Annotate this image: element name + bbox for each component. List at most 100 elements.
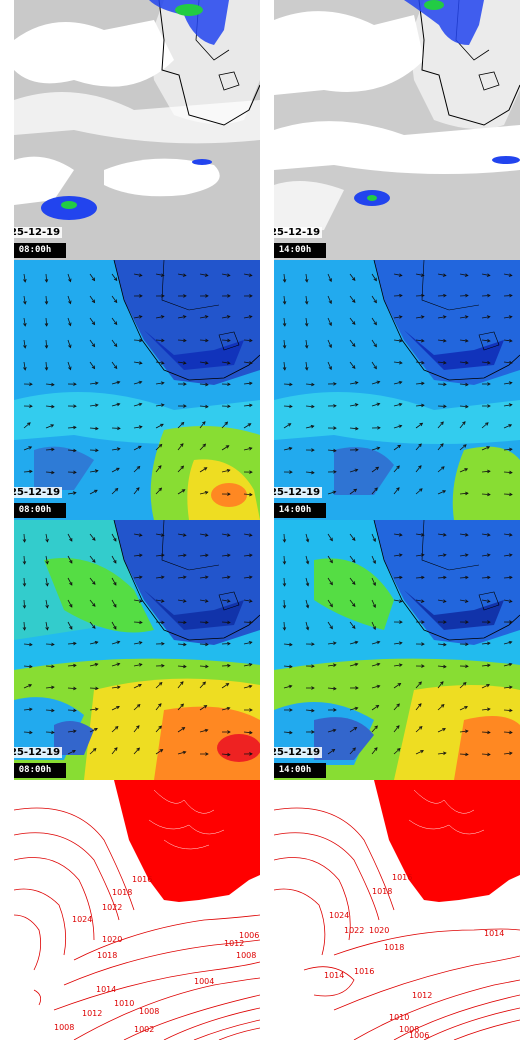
wind-arrow bbox=[305, 555, 309, 564]
wind-arrow-head bbox=[248, 315, 253, 319]
wind-arrow-head bbox=[116, 640, 121, 645]
wind-arrow bbox=[243, 404, 252, 407]
wind-arrow bbox=[371, 403, 380, 407]
wind-arrow-head bbox=[226, 575, 231, 580]
wind-arrow bbox=[177, 422, 185, 429]
wind-arrow bbox=[23, 446, 32, 451]
wind-arrow bbox=[111, 686, 120, 689]
wind-arrow bbox=[437, 704, 445, 711]
wind-arrow bbox=[327, 361, 332, 370]
wind-arrow bbox=[481, 708, 490, 711]
wind-arrow bbox=[199, 491, 208, 495]
wind-arrow-head bbox=[182, 533, 187, 537]
wind-arrow bbox=[459, 554, 468, 557]
wind-arrow-head bbox=[328, 300, 332, 305]
date-label: 25-12-19 bbox=[14, 487, 63, 498]
wind-arrows bbox=[23, 273, 253, 497]
wind-arrow-head bbox=[139, 338, 143, 343]
wind-arrow-head bbox=[374, 487, 378, 491]
wind-arrow bbox=[67, 642, 77, 645]
wind-arrow-head bbox=[354, 662, 359, 667]
wind-arrow bbox=[481, 554, 490, 557]
wind-arrow bbox=[481, 316, 490, 319]
wind-arrow-head bbox=[465, 360, 469, 365]
wind-arrow bbox=[199, 643, 209, 646]
wind-arrow bbox=[221, 707, 230, 711]
isobar-label: 1020 bbox=[102, 935, 122, 944]
wind-arrow bbox=[89, 339, 95, 347]
wind-arrow bbox=[23, 339, 26, 348]
wind-arrow-head bbox=[440, 421, 444, 425]
isobar-label: 1014 bbox=[484, 929, 504, 938]
isobar-label: 1024 bbox=[329, 911, 349, 920]
wind-arrow-head bbox=[486, 683, 490, 688]
wind-arrow-head bbox=[485, 422, 489, 426]
wind-arrow bbox=[67, 577, 73, 586]
wind-arrow bbox=[327, 599, 333, 607]
wind-arrow bbox=[283, 273, 286, 282]
wind-arrow bbox=[155, 273, 164, 276]
wind-arrow bbox=[177, 273, 186, 276]
wind-arrow-head bbox=[329, 581, 333, 586]
wind-arrow-head bbox=[486, 273, 491, 277]
wind-arrow bbox=[243, 621, 253, 623]
wind-arrow bbox=[503, 686, 512, 689]
wind-arrow-head bbox=[398, 533, 403, 537]
wind-arrow-head bbox=[180, 443, 184, 447]
wind-arrow-head bbox=[305, 582, 310, 587]
wind-arrow bbox=[89, 533, 96, 541]
wind-arrow bbox=[133, 747, 140, 755]
wind-arrow bbox=[67, 555, 73, 564]
wind-arrow-head bbox=[464, 729, 469, 734]
wind-arrow-head bbox=[508, 315, 513, 319]
wind-arrow bbox=[393, 533, 402, 536]
wind-arrow-head bbox=[160, 273, 165, 277]
wind-arrow-head bbox=[68, 300, 72, 305]
wind-arrow-head bbox=[44, 301, 49, 305]
wind-arrow bbox=[415, 599, 424, 602]
wind-arrow-head bbox=[44, 323, 49, 327]
wind-arrow-head bbox=[203, 705, 208, 709]
wind-arrow bbox=[371, 685, 380, 689]
wind-arrow bbox=[327, 533, 333, 541]
wind-arrow-head bbox=[248, 684, 253, 689]
wind-arrow bbox=[327, 642, 336, 645]
wind-arrow-head bbox=[282, 301, 287, 305]
wind-arrow bbox=[155, 316, 164, 319]
wind-arrow-head bbox=[332, 490, 337, 495]
wind-arrow-head bbox=[51, 404, 55, 409]
wind-arrow bbox=[23, 422, 31, 429]
wind-arrow-head bbox=[226, 533, 231, 537]
wind-panel-low-0800: 25-12-19 08:00h bbox=[14, 260, 260, 520]
wind-arrow-head bbox=[160, 423, 164, 427]
wind-arrow-head bbox=[420, 553, 425, 557]
wind-arrow-head bbox=[442, 727, 446, 732]
wind-arrow-head bbox=[487, 404, 491, 408]
wind-arrow-head bbox=[508, 381, 513, 385]
wind-arrow bbox=[393, 465, 400, 473]
wind-arrow-head bbox=[204, 273, 209, 277]
wind-arrow-head bbox=[158, 465, 162, 469]
wind-arrow-head bbox=[161, 294, 165, 298]
wind-arrow-head bbox=[249, 620, 253, 625]
wind-arrow-head bbox=[161, 663, 165, 668]
wind-arrow-head bbox=[311, 404, 315, 409]
wind-arrow bbox=[177, 643, 187, 646]
wind-arrow bbox=[371, 705, 379, 711]
wind-arrow bbox=[155, 465, 162, 473]
wind-arrow bbox=[459, 730, 468, 733]
wind-arrow bbox=[111, 295, 118, 303]
wind-arrow-head bbox=[304, 278, 309, 283]
wind-arrow-head bbox=[329, 537, 333, 542]
wind-arrow-head bbox=[418, 681, 422, 686]
wind-arrow bbox=[415, 554, 424, 557]
wind-arrow bbox=[23, 533, 25, 543]
wind-arrow-head bbox=[509, 751, 513, 756]
time-label: 08:00h bbox=[14, 763, 66, 778]
wind-arrow bbox=[349, 577, 356, 585]
wind-arrow bbox=[111, 726, 119, 733]
wind-arrow-head bbox=[464, 705, 468, 710]
wind-arrow-head bbox=[372, 582, 376, 587]
wind-arrow bbox=[503, 424, 512, 429]
wind-arrow-head bbox=[487, 730, 491, 735]
